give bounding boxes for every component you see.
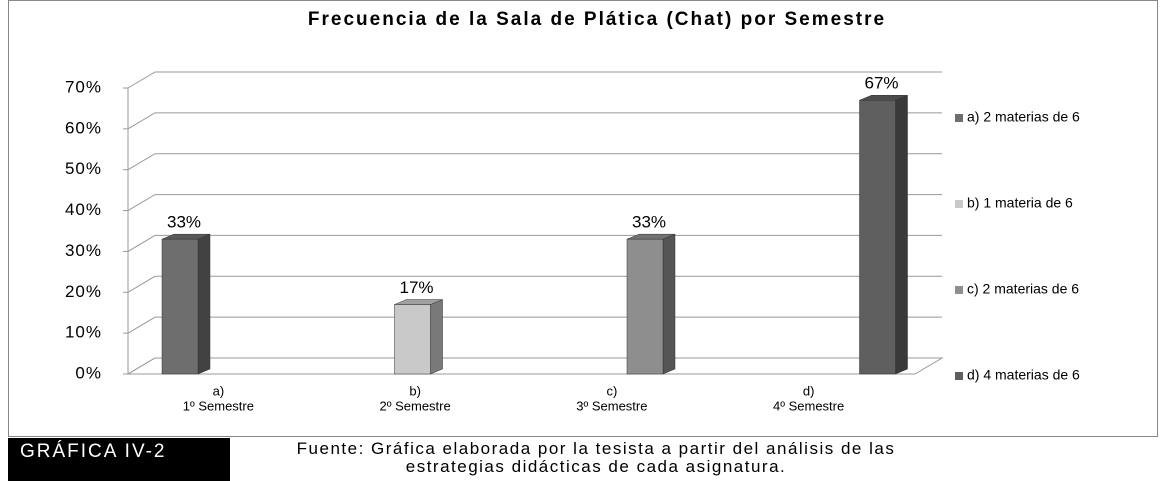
bar-side — [197, 233, 211, 375]
caption-label: GRÁFICA IV-2 — [8, 438, 230, 481]
caption-text: Fuente: Gráfica elaborada por la tesista… — [296, 439, 896, 476]
data-label: 33% — [167, 213, 201, 232]
legend-label: b) 1 materia de 6 — [967, 195, 1073, 211]
chart: Frecuencia de la Sala de Plática (Chat) … — [8, 0, 1158, 437]
bar-side — [895, 94, 908, 375]
grid-line — [127, 71, 942, 89]
legend-swatch — [955, 200, 963, 208]
legend-label: c) 2 materias de 6 — [967, 281, 1079, 297]
grid-line — [127, 275, 942, 293]
y-tick-label: 40% — [65, 200, 102, 219]
x-tick-label: 3º Semestre — [576, 398, 647, 413]
data-label: 33% — [632, 213, 666, 232]
x-tick-label: 4º Semestre — [773, 398, 844, 413]
y-tick-label: 60% — [65, 118, 102, 137]
y-tick-label: 10% — [65, 323, 102, 342]
grid-line — [127, 316, 942, 334]
grid-line — [127, 194, 942, 212]
grid-line — [127, 357, 942, 375]
y-tick-label: 70% — [65, 77, 102, 96]
legend-swatch — [955, 372, 963, 380]
bar — [161, 238, 199, 375]
chart-title: Frecuencia de la Sala de Plática (Chat) … — [308, 9, 886, 30]
grid-line — [127, 112, 942, 130]
bar-side — [430, 299, 443, 375]
data-label: 67% — [864, 74, 898, 93]
legend-swatch — [955, 286, 963, 294]
y-tick-label: 50% — [65, 159, 102, 178]
floor — [127, 357, 944, 375]
bar — [626, 238, 664, 375]
legend-label: d) 4 materias de 6 — [967, 367, 1080, 383]
legend-label: a) 2 materias de 6 — [967, 109, 1080, 125]
legend-swatch — [955, 114, 963, 122]
x-tick-label: a) — [213, 383, 225, 398]
bar — [859, 100, 896, 375]
x-tick-label: c) — [606, 383, 617, 398]
grid-line — [127, 234, 942, 252]
y-tick-label: 0% — [75, 363, 102, 382]
data-label: 17% — [399, 278, 433, 297]
bar-side — [662, 233, 676, 375]
x-tick-label: b) — [409, 383, 421, 398]
x-tick-label: 1º Semestre — [183, 398, 254, 413]
grid-line — [127, 153, 942, 171]
y-tick-label: 20% — [65, 282, 102, 301]
x-tick-label: d) — [803, 383, 815, 398]
y-tick-label: 30% — [65, 241, 102, 260]
x-tick-label: 2º Semestre — [380, 398, 451, 413]
bar — [394, 304, 431, 375]
